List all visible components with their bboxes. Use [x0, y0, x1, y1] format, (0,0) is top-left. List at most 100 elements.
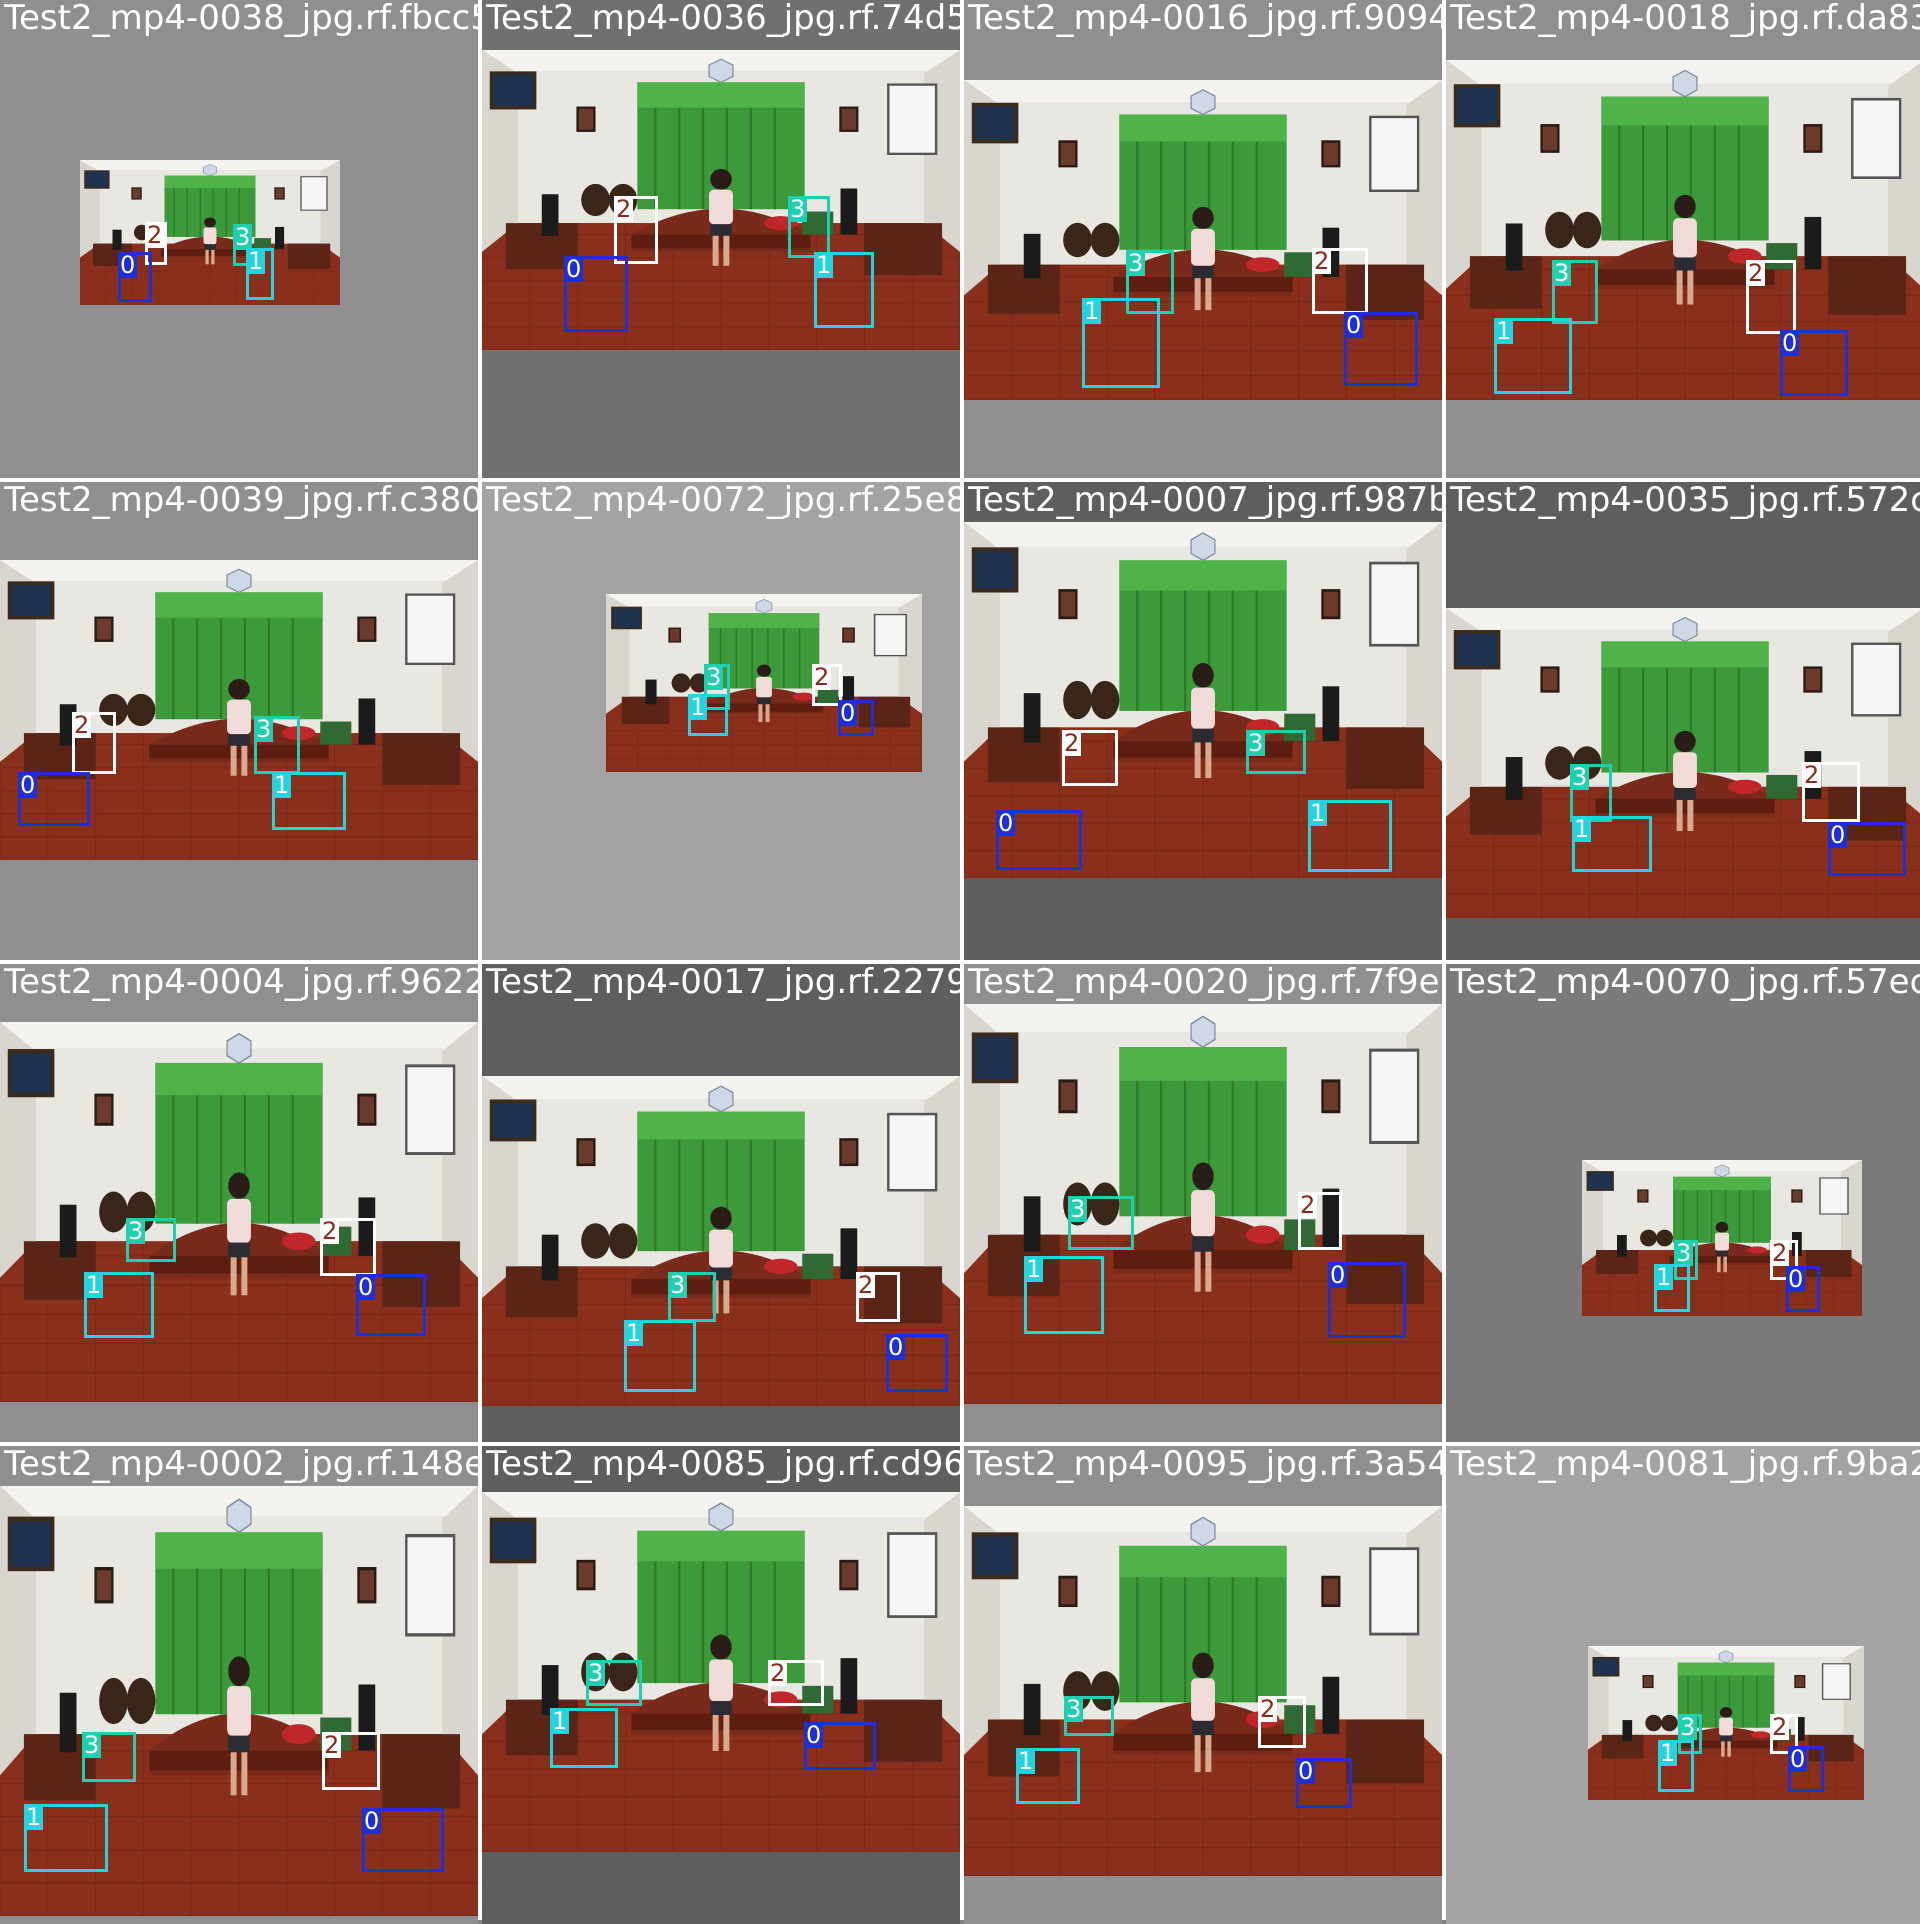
tile-16: 3 2 1 0 Test2_mp4-0081_jpg.rf.9ba2 — [1446, 1446, 1920, 1924]
tile-title: Test2_mp4-0016_jpg.rf.9094fe32db704f8316… — [968, 0, 1442, 38]
label-class-0: 0 — [886, 1333, 906, 1361]
label-class-3: 3 — [1068, 1195, 1088, 1223]
box-class-2 — [614, 196, 658, 264]
tile-3: 3 2 1 0 Test2_mp4-0016_jpg.rf.9094fe32db… — [964, 0, 1442, 478]
label-class-1: 1 — [1024, 1255, 1044, 1283]
room-photo — [80, 160, 340, 305]
label-class-3: 3 — [82, 1731, 102, 1759]
label-class-2: 2 — [320, 1217, 340, 1245]
label-class-2: 2 — [1298, 1191, 1318, 1219]
box-class-1 — [1308, 800, 1392, 872]
grid-divider — [0, 478, 1920, 482]
box-class-0 — [1328, 1262, 1406, 1338]
box-class-1 — [1016, 1748, 1080, 1804]
tile-title: Test2_mp4-0017_jpg.rf.2279 — [486, 964, 960, 1002]
room-photo — [0, 1022, 478, 1402]
box-class-2 — [72, 712, 116, 774]
label-class-1: 1 — [246, 247, 266, 275]
box-class-1 — [24, 1804, 108, 1872]
room-photo — [1582, 1160, 1862, 1316]
tile-title: Test2_mp4-0036_jpg.rf.74d5fe3e0248b4f5f0… — [486, 0, 960, 38]
label-class-2: 2 — [1770, 1239, 1790, 1267]
grid-divider — [0, 1442, 1920, 1446]
room-photo — [964, 1506, 1442, 1876]
label-class-3: 3 — [1570, 763, 1590, 791]
label-class-0: 0 — [1828, 821, 1848, 849]
label-class-1: 1 — [1494, 317, 1514, 345]
tile-title: Test2_mp4-0007_jpg.rf.987b — [968, 482, 1442, 520]
label-class-3: 3 — [254, 715, 274, 743]
label-class-2: 2 — [614, 195, 634, 223]
label-class-0: 0 — [1344, 311, 1364, 339]
label-class-0: 0 — [564, 255, 584, 283]
label-class-1: 1 — [1082, 297, 1102, 325]
label-class-2: 2 — [1312, 247, 1332, 275]
tile-12: 3 2 1 0 Test2_mp4-0070_jpg.rf.57ec — [1446, 964, 1920, 1442]
label-class-1: 1 — [1016, 1747, 1036, 1775]
room-photo — [482, 1076, 960, 1406]
label-class-2: 2 — [812, 663, 832, 691]
tile-title: Test2_mp4-0002_jpg.rf.148e60f2a4fba43585… — [4, 1446, 478, 1484]
tile-2: 2 3 0 1 Test2_mp4-0036_jpg.rf.74d5fe3e02… — [482, 0, 960, 478]
box-class-0 — [1828, 822, 1906, 876]
label-class-1: 1 — [272, 771, 292, 799]
box-class-1 — [624, 1320, 696, 1392]
label-class-0: 0 — [362, 1807, 382, 1835]
tile-title: Test2_mp4-0072_jpg.rf.25e8 — [486, 482, 960, 520]
box-class-1 — [814, 252, 874, 328]
label-class-2: 2 — [1770, 1713, 1790, 1741]
label-class-1: 1 — [1572, 815, 1592, 843]
room-photo — [0, 560, 478, 860]
box-class-0 — [996, 810, 1082, 870]
tile-13: 3 2 1 0 Test2_mp4-0002_jpg.rf.148e60f2a4… — [0, 1446, 478, 1924]
tile-11: 3 2 1 0 Test2_mp4-0020_jpg.rf.7f9e — [964, 964, 1442, 1442]
tile-8: 3 2 1 0 Test2_mp4-0035_jpg.rf.572c — [1446, 482, 1920, 960]
tile-title: Test2_mp4-0039_jpg.rf.c3804f8127f72e4fd6… — [4, 482, 478, 520]
box-class-2 — [1312, 248, 1368, 314]
box-class-0 — [1780, 330, 1848, 396]
label-class-1: 1 — [1658, 1739, 1678, 1767]
tile-9: 3 2 1 0 Test2_mp4-0004_jpg.rf.9622f41857… — [0, 964, 478, 1442]
label-class-3: 3 — [704, 663, 724, 691]
box-class-3 — [1126, 250, 1174, 314]
box-class-3 — [788, 196, 830, 258]
label-class-2: 2 — [1746, 259, 1766, 287]
label-class-0: 0 — [1788, 1745, 1808, 1773]
box-class-0 — [886, 1334, 948, 1392]
tile-7: 2 3 0 1 Test2_mp4-0007_jpg.rf.987b — [964, 482, 1442, 960]
label-class-0: 0 — [118, 251, 138, 279]
tile-title: Test2_mp4-0038_jpg.rf.fbcc5f7302eb048603… — [4, 0, 478, 38]
tile-title: Test2_mp4-0035_jpg.rf.572c — [1450, 482, 1920, 520]
label-class-0: 0 — [1780, 329, 1800, 357]
label-class-2: 2 — [1258, 1695, 1278, 1723]
box-class-2 — [1802, 762, 1860, 822]
room-photo — [482, 1492, 960, 1852]
box-class-0 — [18, 772, 90, 826]
room-photo — [1446, 608, 1920, 918]
tile-1: 2 3 0 1 Test2_mp4-0038_jpg.rf.fbcc5f7302… — [0, 0, 478, 478]
label-class-3: 3 — [1126, 249, 1146, 277]
box-class-1 — [1494, 318, 1572, 394]
label-class-3: 3 — [586, 1659, 606, 1687]
label-class-1: 1 — [624, 1319, 644, 1347]
tile-6: 3 2 1 0 Test2_mp4-0072_jpg.rf.25e8 — [482, 482, 960, 960]
label-class-0: 0 — [996, 809, 1016, 837]
label-class-3: 3 — [1678, 1713, 1698, 1741]
box-class-2 — [1746, 260, 1796, 334]
tile-15: 3 2 1 0 Test2_mp4-0095_jpg.rf.3a54 — [964, 1446, 1442, 1924]
box-class-1 — [1082, 298, 1160, 388]
room-photo — [482, 50, 960, 350]
label-class-0: 0 — [1296, 1757, 1316, 1785]
box-class-2 — [320, 1218, 376, 1276]
label-class-3: 3 — [1246, 729, 1266, 757]
label-class-2: 2 — [322, 1731, 342, 1759]
box-class-2 — [1258, 1696, 1306, 1748]
label-class-3: 3 — [1674, 1239, 1694, 1267]
tile-title: Test2_mp4-0070_jpg.rf.57ec — [1450, 964, 1920, 1002]
box-class-1 — [1024, 1256, 1104, 1334]
box-class-2 — [322, 1732, 380, 1790]
label-class-2: 2 — [856, 1271, 876, 1299]
tile-title: Test2_mp4-0004_jpg.rf.9622f418574191c806… — [4, 964, 478, 1002]
label-class-1: 1 — [814, 251, 834, 279]
label-class-3: 3 — [788, 195, 808, 223]
